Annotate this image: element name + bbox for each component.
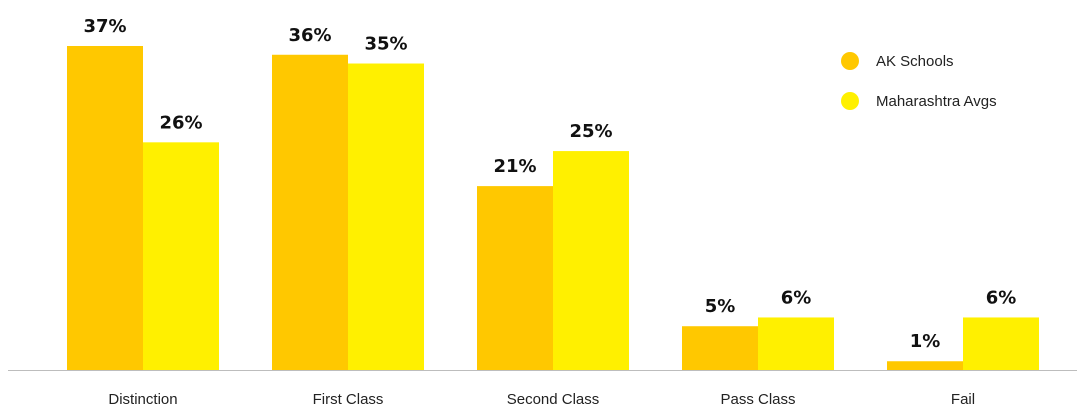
bar-distinction-ak-schools — [67, 46, 143, 370]
legend-label-ak-schools: AK Schools — [876, 53, 954, 70]
bar-second-class-ak-schools — [477, 186, 553, 370]
legend: AK Schools Maharashtra Avgs — [841, 52, 997, 110]
data-label-pass-class-ak-schools: 5% — [705, 296, 736, 317]
bar-fail-maharashtra-avgs — [963, 317, 1039, 370]
data-label-first-class-ak-schools: 36% — [288, 25, 331, 46]
data-label-second-class-maharashtra-avgs: 25% — [569, 121, 612, 142]
bar-pass-class-ak-schools — [682, 326, 758, 370]
x-tick-label: Second Class — [507, 391, 600, 407]
data-label-second-class-ak-schools: 21% — [493, 156, 536, 177]
data-label-fail-maharashtra-avgs: 6% — [986, 287, 1017, 308]
data-labels-layer: 37% 26% 36% 35% 21% 25% 5% 6% 1% 6% — [83, 16, 1016, 352]
data-label-pass-class-maharashtra-avgs: 6% — [781, 287, 812, 308]
bar-fail-ak-schools — [887, 361, 963, 370]
x-tick-label: First Class — [313, 391, 384, 407]
x-tick-label: Distinction — [108, 391, 177, 407]
x-tick-label: Fail — [951, 391, 975, 407]
data-label-distinction-maharashtra-avgs: 26% — [159, 112, 202, 133]
bar-pass-class-maharashtra-avgs — [758, 317, 834, 370]
x-tick-labels: Distinction First Class Second Class Pass C… — [108, 391, 975, 407]
data-label-fail-ak-schools: 1% — [910, 331, 941, 352]
bar-distinction-maharashtra-avgs — [143, 142, 219, 370]
data-label-distinction-ak-schools: 37% — [83, 16, 126, 37]
bars-layer — [67, 46, 1039, 371]
bar-first-class-maharashtra-avgs — [348, 63, 424, 370]
legend-marker-maharashtra-avgs — [841, 92, 859, 110]
bar-second-class-maharashtra-avgs — [553, 151, 629, 370]
legend-marker-ak-schools — [841, 52, 859, 70]
bar-first-class-ak-schools — [272, 54, 348, 371]
data-label-first-class-maharashtra-avgs: 35% — [364, 34, 407, 55]
legend-label-maharashtra-avgs: Maharashtra Avgs — [876, 93, 997, 110]
x-tick-label: Pass Class — [720, 391, 795, 407]
